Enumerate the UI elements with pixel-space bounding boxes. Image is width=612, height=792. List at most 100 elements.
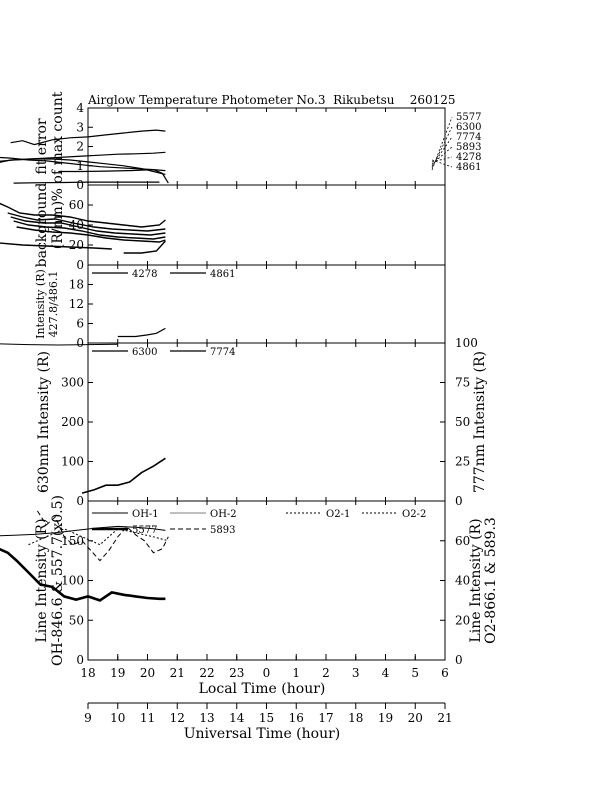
y-right-tick-label: 0 <box>455 494 463 508</box>
series-line-5577 <box>0 547 166 602</box>
legend-leader <box>431 136 453 167</box>
lt-tick-label: 20 <box>140 666 155 680</box>
legend-label: 4861 <box>456 162 481 173</box>
ut-tick-label: 21 <box>437 711 452 725</box>
y-tick-label: 200 <box>61 415 84 429</box>
legend-leader <box>431 146 453 165</box>
series-line-O2-2 <box>117 528 169 542</box>
series-line-6300 <box>0 343 118 346</box>
y-axis-label: background <box>34 183 50 268</box>
y-right-tick-label: 60 <box>455 534 470 548</box>
ut-tick-label: 16 <box>289 711 304 725</box>
y-tick-label: 100 <box>61 574 84 588</box>
lt-tick-label: 1 <box>292 666 300 680</box>
legend-label: 7774 <box>210 347 235 358</box>
y-right-tick-label: 25 <box>455 455 470 469</box>
y-right-tick-label: 50 <box>455 415 470 429</box>
series-line-4278 <box>13 181 160 184</box>
ut-tick-label: 15 <box>259 711 274 725</box>
y-tick-label: 0 <box>76 494 84 508</box>
lt-tick-label: 21 <box>170 666 185 680</box>
ut-tick-label: 19 <box>378 711 393 725</box>
y-axis-label: 427.8/486.1 <box>47 271 60 338</box>
legend-label: 6300 <box>132 347 157 358</box>
y-tick-label: 0 <box>76 653 84 667</box>
y-tick-label: 150 <box>61 534 84 548</box>
panel-frame <box>87 342 446 502</box>
ut-tick-label: 12 <box>170 711 185 725</box>
lt-tick-label: 23 <box>229 666 244 680</box>
y-tick-label: 40 <box>69 218 84 232</box>
series-line-4861 <box>117 327 166 338</box>
y-tick-label: 12 <box>69 297 84 311</box>
ut-tick-label: 18 <box>348 711 363 725</box>
y-tick-label: 20 <box>69 238 84 252</box>
y-right-axis-label: 777nm Intensity (R) <box>472 351 488 493</box>
series-line-6300 <box>10 129 166 146</box>
legend-label: 4278 <box>456 152 481 163</box>
series-line-bg-5 <box>16 226 166 243</box>
lt-tick-label: 6 <box>441 666 449 680</box>
legend-label: OH-2 <box>210 509 237 520</box>
lt-tick-label: 22 <box>199 666 214 680</box>
legend-label: 5577 <box>456 112 481 123</box>
y-tick-label: 6 <box>76 317 84 331</box>
series-line-bg-4 <box>13 220 166 240</box>
legend-label: 5893 <box>456 142 481 153</box>
y-tick-label: 1 <box>76 159 84 173</box>
lt-tick-label: 0 <box>263 666 271 680</box>
legend-label: O2-2 <box>402 509 426 520</box>
series-line-7774 <box>81 457 166 494</box>
series-line-bg-3 <box>10 216 166 236</box>
y-axis-label: OH-846.6 & 557.7(x0.5) <box>50 495 66 666</box>
y-axis-label: 630nm Intensity (R) <box>36 351 52 493</box>
panel-background: 0 20 40 60 background (R/nm) <box>0 183 446 272</box>
y-tick-label: 100 <box>61 455 84 469</box>
legend-label: 5893 <box>210 525 235 536</box>
ut-tick-label: 10 <box>110 711 125 725</box>
y-axis-label: fit error <box>34 118 50 175</box>
lt-tick-label: 18 <box>80 666 95 680</box>
y-right-tick-label: 75 <box>455 376 470 390</box>
ut-tick-label: 20 <box>408 711 423 725</box>
y-right-tick-label: 20 <box>455 613 470 627</box>
lt-tick-label: 3 <box>352 666 360 680</box>
series-line-5893 <box>36 510 169 562</box>
series-line-bg-1 <box>0 202 166 228</box>
panel-red-line: 0 100 200 300 0 25 50 75 100 630nm Intensity (R) 7… <box>0 336 488 508</box>
y-tick-label: 60 <box>69 198 84 212</box>
y-tick-label: 0 <box>76 258 84 272</box>
universal-time-axis: 9 10 11 12 13 14 15 16 17 18 19 20 21 <box>84 702 453 725</box>
y-right-axis-label: Line Intensity (R) <box>468 518 484 642</box>
legend-label: O2-1 <box>326 509 350 520</box>
y-axis-label: Intensity (R) <box>34 269 47 339</box>
legend-label: 7774 <box>456 132 481 143</box>
legend-label: OH-1 <box>132 509 159 520</box>
series-line-bg-7 <box>123 240 166 254</box>
series-line-O2-1 <box>28 528 119 546</box>
lt-tick-label: 4 <box>382 666 390 680</box>
local-time-label: Local Time (hour) <box>199 681 326 697</box>
lt-tick-label: 5 <box>411 666 419 680</box>
panel-frame <box>87 107 446 186</box>
series-line-4861 <box>58 168 169 184</box>
ut-tick-label: 17 <box>318 711 333 725</box>
local-time-axis: 18 19 20 21 22 23 0 1 2 3 4 5 6 <box>80 654 449 680</box>
ut-tick-label: 13 <box>199 711 214 725</box>
y-axis-label: (R/nm) <box>50 201 66 249</box>
y-axis-label: % of max count <box>50 91 66 201</box>
legend-label: 5577 <box>132 525 157 536</box>
lt-tick-label: 2 <box>322 666 330 680</box>
y-tick-label: 18 <box>69 278 84 292</box>
lt-tick-label: 19 <box>110 666 125 680</box>
legend-label: 6300 <box>456 122 481 133</box>
y-tick-label: 3 <box>76 120 84 134</box>
y-tick-label: 0 <box>76 178 84 192</box>
y-right-axis-label: O2-866.1 & 589.3 <box>483 517 499 644</box>
ut-tick-label: 11 <box>140 711 155 725</box>
panel-ratio: 0 6 12 18 Intensity (R) 427.8/486.1 4278 4861 <box>34 264 446 350</box>
y-tick-label: 50 <box>69 613 84 627</box>
y-tick-label: 300 <box>61 376 84 390</box>
